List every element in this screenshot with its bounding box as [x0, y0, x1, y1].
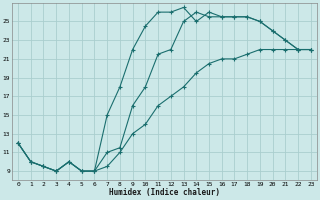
X-axis label: Humidex (Indice chaleur): Humidex (Indice chaleur) — [109, 188, 220, 197]
